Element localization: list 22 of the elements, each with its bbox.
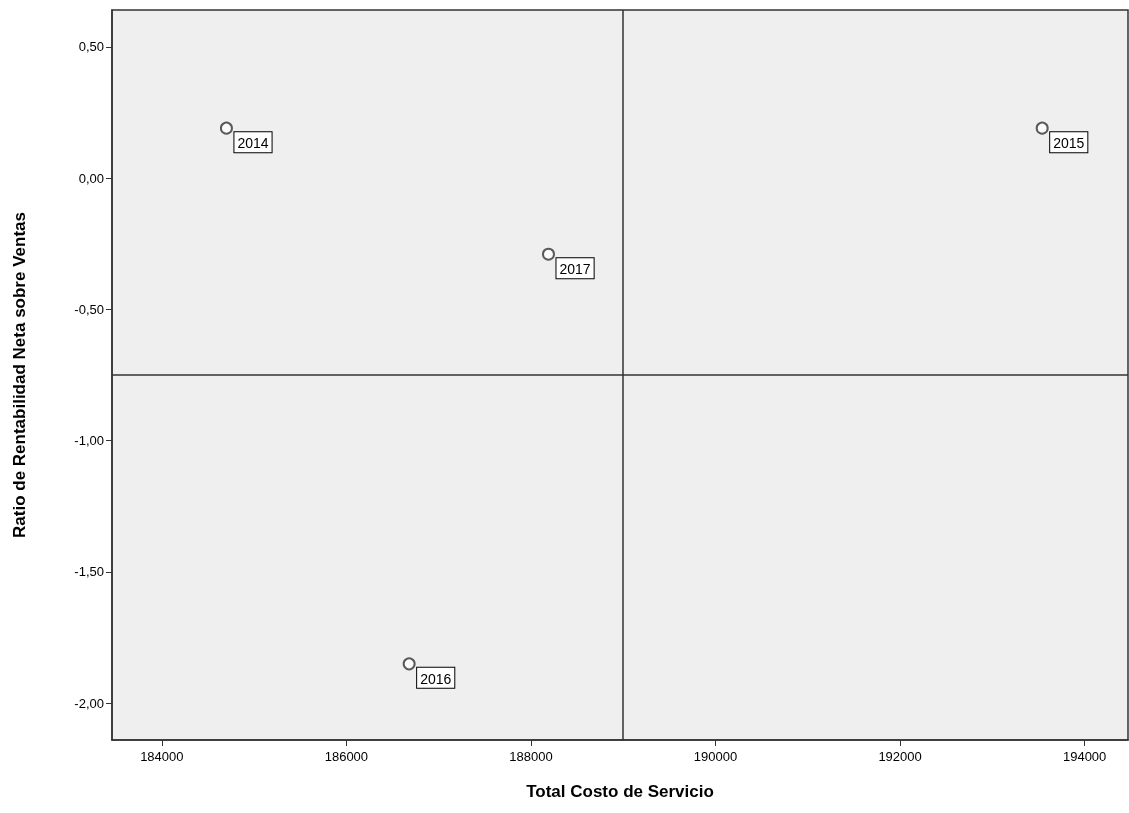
y-tick-label: -2,00 <box>74 695 104 711</box>
annotation: 2014 <box>237 135 269 152</box>
x-tick-label: 192000 <box>878 749 922 764</box>
x-tick-label: 186000 <box>324 749 369 764</box>
y-tick-label: 0,00 <box>78 170 104 186</box>
y-axis-title: Ratio de Rentabilidad Neta sobre Ventas <box>10 212 29 538</box>
x-tick-label: 188000 <box>509 749 553 764</box>
annotation: 2015 <box>1053 135 1085 152</box>
point <box>402 657 416 671</box>
y-tick-label: -1,00 <box>74 433 104 449</box>
annotation: 2017 <box>559 261 591 278</box>
x-tick-label: 194000 <box>1062 749 1107 764</box>
point <box>1035 121 1049 135</box>
x-tick-label: 190000 <box>693 749 738 764</box>
annotation: 2016 <box>420 670 452 687</box>
y-tick-label: -1,50 <box>74 564 104 580</box>
x-tick-label: 184000 <box>140 749 184 764</box>
y-tick-label: 0,50 <box>78 39 104 55</box>
point <box>219 121 233 135</box>
point <box>541 247 555 261</box>
y-tick-label: -0,50 <box>74 301 104 317</box>
x-axis-title: Total Costo de Servicio <box>526 782 714 801</box>
